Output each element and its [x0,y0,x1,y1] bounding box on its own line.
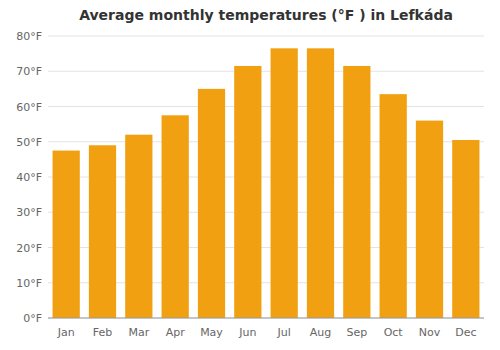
x-tick-label: Oct [384,326,404,339]
chart: Average monthly temperatures (°F ) in Le… [0,0,500,350]
bar [125,135,152,318]
y-tick-label: 0°F [23,312,42,325]
y-tick-label: 40°F [16,171,42,184]
bar [271,48,298,318]
y-tick-label: 70°F [16,65,42,78]
bar [380,94,407,318]
x-tick-label: Sep [346,326,367,339]
x-tick-label: Jun [238,326,256,339]
bar [452,140,479,318]
y-tick-label: 50°F [16,136,42,149]
chart-container: Average monthly temperatures (°F ) in Le… [0,0,500,350]
y-tick-label: 20°F [16,242,42,255]
x-tick-label: Mar [128,326,149,339]
bar [53,151,80,318]
bar [198,89,225,318]
grid-line [48,318,484,319]
x-axis-line [48,318,484,319]
y-tick-label: 80°F [16,30,42,43]
y-axis: 0°F 10°F 20°F 30°F 40°F 50°F 60°F 70°F 80°F [16,30,484,325]
bar [234,66,261,318]
grid-line [48,36,484,37]
x-tick-label: Aug [310,326,331,339]
x-tick-label: Feb [93,326,112,339]
x-tick-label: Jul [277,326,291,339]
bar [416,121,443,318]
bar [343,66,370,318]
title: Average monthly temperatures (°F ) in Le… [79,7,453,23]
bars [53,48,480,318]
bar [162,115,189,318]
x-tick-label: Jan [57,326,75,339]
x-tick-label: Apr [166,326,186,339]
grid-line [48,71,484,72]
grid-line [48,106,484,107]
x-tick-label: May [200,326,223,339]
y-tick-label: 30°F [16,206,42,219]
x-tick-label: Nov [419,326,441,339]
y-tick-label: 10°F [16,277,42,290]
x-tick-label: Dec [455,326,476,339]
y-tick-label: 60°F [16,101,42,114]
bar [307,48,334,318]
bar [89,145,116,318]
x-axis: Jan Feb Mar Apr May Jun Jul Aug Sep Oct Nov Dec [57,326,477,339]
